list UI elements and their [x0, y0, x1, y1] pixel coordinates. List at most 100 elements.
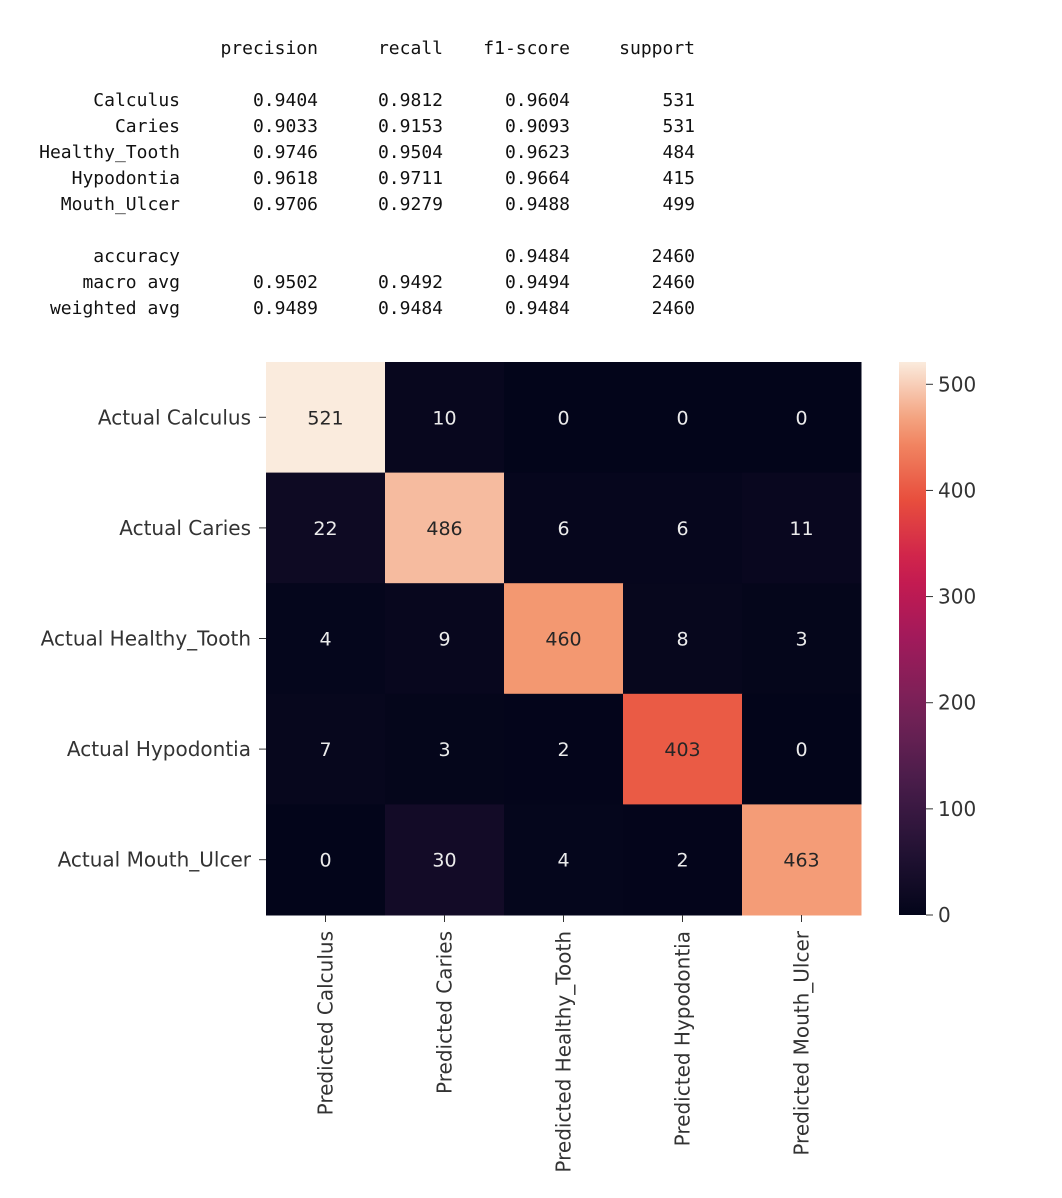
colorbar-tick-label: 500 — [938, 372, 976, 396]
heatmap-cell — [623, 362, 743, 474]
cell-value-label: 3 — [795, 629, 807, 651]
report-value: 0.9488 — [504, 194, 570, 215]
cell-value-label: 10 — [432, 407, 456, 429]
cell-value-label: 2 — [557, 739, 569, 761]
heatmap-cell — [623, 804, 743, 916]
report-header: recall — [377, 38, 443, 59]
report-header: precision — [220, 38, 318, 59]
heatmap-cell — [623, 472, 743, 584]
row-label: Actual Mouth_Ulcer — [58, 848, 252, 872]
report-summary-label: macro avg — [82, 272, 180, 293]
report-value: 0.9706 — [252, 194, 318, 215]
heatmap-cell — [742, 693, 862, 805]
column-labels: Predicted Calculus Predicted Caries Predic… — [314, 915, 814, 1173]
heatmap-cell — [266, 472, 386, 584]
cell-value-label: 6 — [557, 518, 569, 540]
heatmap-cell — [266, 362, 386, 474]
cell-value-label: 9 — [438, 629, 450, 651]
heatmap-cell — [385, 362, 505, 474]
report-value: 0.9279 — [377, 194, 443, 215]
cell-value-label: 0 — [319, 850, 331, 872]
report-row-label: Healthy_Tooth — [39, 142, 180, 163]
report-value: 2460 — [651, 272, 695, 293]
colorbar-tick-label: 0 — [938, 903, 951, 927]
report-row-label: Caries — [114, 116, 180, 137]
report-summary-label: accuracy — [93, 246, 180, 267]
heatmap-cell — [742, 472, 862, 584]
report-value: 0.9404 — [252, 90, 318, 111]
cell-value-label: 2 — [676, 850, 688, 872]
heatmap-cell — [742, 583, 862, 695]
report-value: 531 — [662, 116, 695, 137]
heatmap-cell — [623, 583, 743, 695]
column-label: Predicted Calculus — [314, 931, 338, 1115]
cell-value-label: 4 — [557, 850, 569, 872]
cell-value-label: 8 — [676, 629, 688, 651]
report-value: 415 — [662, 168, 695, 189]
colorbar-tick-label: 100 — [938, 797, 976, 821]
heatmap-cell — [504, 804, 624, 916]
report-value: 484 — [662, 142, 695, 163]
cell-value-label: 486 — [426, 518, 462, 540]
cell-value-label: 3 — [438, 739, 450, 761]
colorbar-gradient — [899, 362, 926, 915]
report-value: 0.9033 — [252, 116, 318, 137]
heatmap-cells: 521 10 0 0 0 22 486 6 6 11 4 9 460 8 3 7 3 2 403 0 0 30 4 2 463 — [266, 362, 862, 916]
column-label: Predicted Hypodontia — [671, 931, 695, 1146]
cell-value-label: 0 — [795, 407, 807, 429]
cell-value-label: 460 — [545, 629, 581, 651]
row-label: Actual Hypodontia — [67, 737, 251, 761]
report-value: 0.9746 — [252, 142, 318, 163]
heatmap-cell — [385, 472, 505, 584]
report-value: 0.9484 — [377, 298, 443, 319]
colorbar-tick-label: 200 — [938, 691, 976, 715]
cell-value-label: 6 — [676, 518, 688, 540]
row-label: Actual Calculus — [98, 405, 251, 429]
report-value: 0.9153 — [377, 116, 443, 137]
report-row-label: Calculus — [93, 90, 180, 111]
report-value: 0.9812 — [377, 90, 443, 111]
colorbar-tick-label: 400 — [938, 478, 976, 502]
report-summary-label: weighted avg — [49, 298, 180, 319]
report-header: f1-score — [483, 38, 570, 59]
heatmap-cell — [504, 472, 624, 584]
heatmap-cell — [504, 583, 624, 695]
cell-value-label: 30 — [432, 850, 456, 872]
report-value: 531 — [662, 90, 695, 111]
report-value: 0.9618 — [252, 168, 318, 189]
report-row-label: Hypodontia — [71, 168, 180, 189]
report-value: 0.9504 — [377, 142, 443, 163]
cell-value-label: 463 — [783, 850, 819, 872]
column-label: Predicted Caries — [433, 931, 457, 1094]
cell-value-label: 403 — [664, 739, 700, 761]
report-header: support — [619, 38, 695, 59]
heatmap-cell — [504, 362, 624, 474]
heatmap-cell — [385, 693, 505, 805]
row-label: Actual Healthy_Tooth — [41, 627, 251, 651]
report-value: 0.9484 — [504, 246, 570, 267]
report-row-label: Mouth_Ulcer — [60, 194, 180, 215]
report-value: 0.9664 — [504, 168, 570, 189]
report-value: 2460 — [651, 246, 695, 267]
report-value: 0.9604 — [504, 90, 570, 111]
colorbar-tick-label: 300 — [938, 585, 976, 609]
report-value: 0.9093 — [504, 116, 570, 137]
report-value: 0.9502 — [252, 272, 318, 293]
report-value: 0.9494 — [504, 272, 570, 293]
column-label: Predicted Mouth_Ulcer — [790, 930, 814, 1155]
cell-value-label: 0 — [795, 739, 807, 761]
cell-value-label: 0 — [557, 407, 569, 429]
colorbar: 0 100 200 300 400 500 — [899, 362, 976, 927]
heatmap-cell — [266, 804, 386, 916]
cell-value-label: 4 — [319, 629, 331, 651]
report-value: 0.9484 — [504, 298, 570, 319]
cell-value-label: 22 — [313, 518, 337, 540]
cell-value-label: 7 — [319, 739, 331, 761]
cell-value-label: 11 — [789, 518, 813, 540]
heatmap-cell — [504, 693, 624, 805]
heatmap-cell — [742, 804, 862, 916]
heatmap-cell — [742, 362, 862, 474]
report-value: 499 — [662, 194, 695, 215]
row-label: Actual Caries — [119, 516, 251, 540]
